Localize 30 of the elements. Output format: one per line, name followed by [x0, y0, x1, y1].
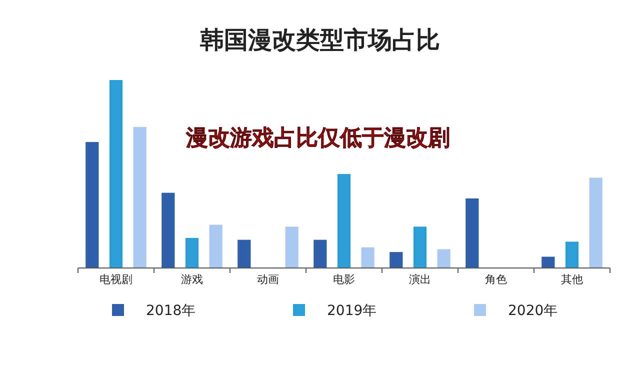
bar	[238, 240, 251, 268]
bar	[390, 252, 403, 268]
x-tick-label: 电视剧	[100, 273, 132, 286]
bar	[413, 226, 427, 268]
bar	[285, 226, 298, 268]
bar	[361, 247, 374, 268]
x-tick-label: 其他	[561, 273, 583, 286]
bar	[185, 238, 199, 268]
x-tick-label: 动画	[257, 274, 279, 286]
bar	[209, 224, 222, 268]
chart-title: 韩国漫改类型市场占比	[199, 26, 440, 54]
legend-label: 2019年	[327, 303, 377, 319]
bar	[337, 174, 351, 268]
bar	[133, 127, 146, 268]
legend-label: 2020年	[508, 303, 558, 319]
bar	[437, 249, 450, 268]
x-tick-label: 演出	[409, 273, 431, 286]
bar	[589, 178, 602, 268]
bar	[542, 256, 555, 268]
x-tick-label: 游戏	[181, 273, 203, 286]
legend-label: 2018年	[146, 303, 196, 319]
bar	[466, 198, 479, 268]
bar	[109, 80, 123, 268]
x-tick-label: 角色	[485, 274, 507, 286]
bar	[565, 242, 579, 268]
x-tick-label: 电影	[333, 273, 355, 286]
bar	[162, 192, 175, 268]
bar	[314, 240, 327, 268]
annotation: 漫改游戏占比仅低于漫改剧	[185, 126, 450, 151]
bar	[86, 142, 99, 268]
